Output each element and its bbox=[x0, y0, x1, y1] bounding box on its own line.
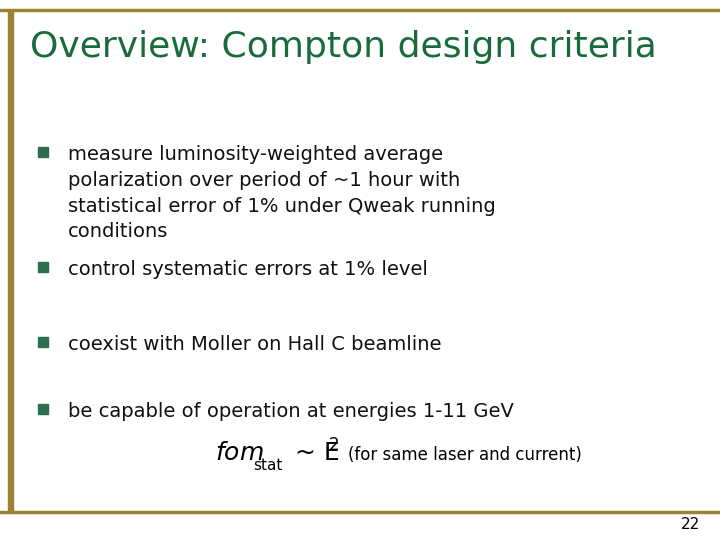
Bar bbox=[38, 404, 48, 414]
Text: stat: stat bbox=[253, 458, 282, 473]
Bar bbox=[38, 337, 48, 347]
Bar bbox=[38, 262, 48, 272]
Bar bbox=[8, 10, 13, 512]
Text: ~ E: ~ E bbox=[295, 441, 340, 465]
Text: Overview: Compton design criteria: Overview: Compton design criteria bbox=[30, 30, 657, 64]
Text: (for same laser and current): (for same laser and current) bbox=[348, 446, 582, 464]
Text: measure luminosity-weighted average
polarization over period of ~1 hour with
sta: measure luminosity-weighted average pola… bbox=[68, 145, 496, 241]
Bar bbox=[38, 147, 48, 157]
Text: 22: 22 bbox=[680, 517, 700, 532]
Text: control systematic errors at 1% level: control systematic errors at 1% level bbox=[68, 260, 428, 279]
Text: 2: 2 bbox=[329, 436, 340, 454]
Text: $\mathit{fom}$: $\mathit{fom}$ bbox=[215, 441, 264, 465]
Text: be capable of operation at energies 1-11 GeV: be capable of operation at energies 1-11… bbox=[68, 402, 514, 421]
Text: coexist with Moller on Hall C beamline: coexist with Moller on Hall C beamline bbox=[68, 335, 441, 354]
